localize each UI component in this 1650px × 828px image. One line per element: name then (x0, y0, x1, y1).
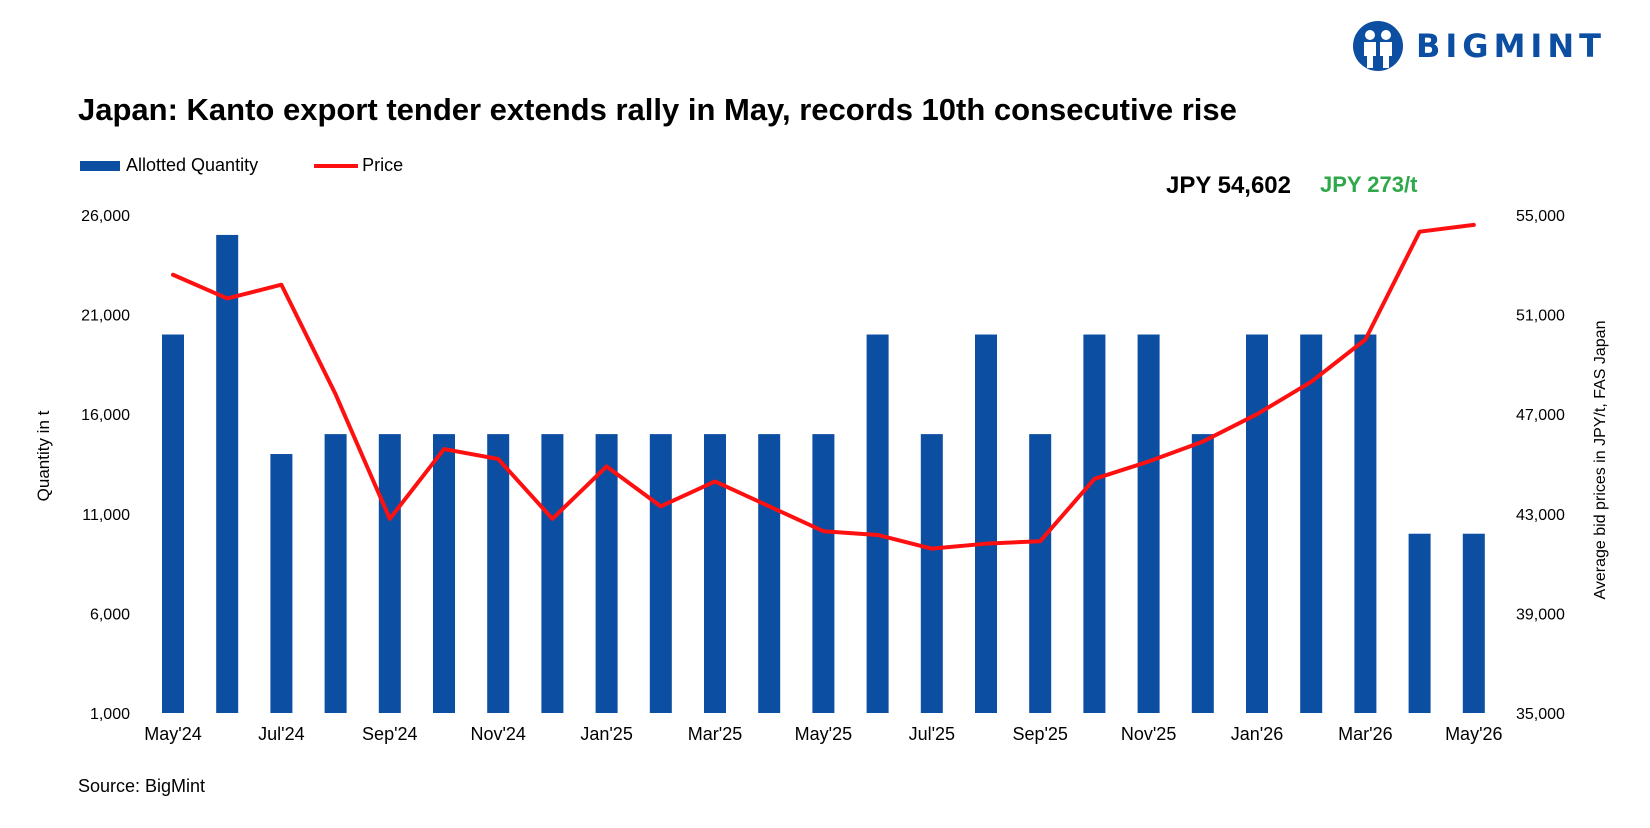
bar-Feb'25 (649, 434, 672, 713)
x-tick-label: Mar'25 (688, 724, 742, 744)
bar-Aug'24 (324, 434, 347, 713)
bar-May'26 (1462, 533, 1485, 713)
bar-Feb'26 (1300, 334, 1323, 713)
y-tick-label: 16,000 (81, 407, 130, 424)
y2-tick-label: 35,000 (1516, 706, 1565, 723)
y-tick-label: 26,000 (81, 208, 130, 225)
y-tick-label: 1,000 (90, 706, 130, 723)
bar-Aug'25 (975, 334, 997, 713)
y2-tick-label: 47,000 (1516, 407, 1565, 424)
legend-label-quantity: Allotted Quantity (126, 155, 259, 175)
bar-Oct'24 (433, 434, 455, 713)
bar-May'24 (162, 334, 184, 713)
y-tick-label: 11,000 (82, 507, 130, 524)
bar-Sep'25 (1029, 434, 1052, 713)
bar-Jan'25 (595, 434, 618, 713)
bar-series (162, 234, 1485, 714)
bar-Nov'25 (1137, 334, 1160, 713)
price-line (171, 222, 1476, 551)
bar-Dec'24 (541, 434, 564, 713)
bar-Oct'25 (1083, 334, 1106, 713)
right-axis-ticks: 55,000 51,000 47,000 43,000 39,000 35,000 (1516, 208, 1565, 723)
legend-swatch-line (314, 163, 359, 168)
y-tick-label: 21,000 (81, 308, 130, 325)
bar-Apr'26 (1408, 533, 1431, 713)
bar-Sep'24 (378, 434, 401, 713)
legend-item-quantity: Allotted Quantity (80, 155, 258, 176)
bar-Apr'25 (758, 434, 781, 713)
bar-Nov'24 (487, 434, 510, 713)
source-note: Source: BigMint (78, 776, 206, 796)
bigmint-logo-icon (1353, 21, 1403, 71)
bar-Jul'25 (920, 434, 943, 713)
price-change-annotation: JPY 273/t (1320, 172, 1418, 197)
brand-name: BIGMINT (1416, 27, 1606, 65)
chart-legend: Allotted Quantity Price (80, 155, 459, 176)
y2-tick-label: 39,000 (1516, 606, 1565, 623)
bar-May'25 (812, 434, 835, 713)
right-axis-label: Average bid prices in JPY/t, FAS Japan (1592, 321, 1609, 600)
left-axis-label: Quantity in t (34, 410, 53, 501)
x-tick-label: May'24 (144, 724, 201, 744)
brand-logo: BIGMINT (1352, 20, 1606, 72)
bar-Jun'25 (866, 334, 889, 713)
latest-price-annotation: JPY 54,602 (1166, 172, 1292, 199)
bar-Jan'26 (1246, 334, 1268, 713)
line-series (171, 222, 1476, 551)
bar-Jul'24 (270, 454, 293, 713)
bar-Dec'25 (1191, 434, 1214, 713)
x-tick-label: Mar'26 (1338, 724, 1392, 744)
x-tick-label: Nov'24 (470, 724, 525, 744)
x-tick-label: May'26 (1445, 724, 1502, 744)
bar-Jun'24 (216, 234, 239, 714)
x-tick-label: Nov'25 (1121, 724, 1176, 744)
x-tick-label: Jul'25 (909, 724, 955, 744)
bar-Mar'25 (704, 434, 726, 713)
x-tick-label: May'25 (795, 724, 852, 744)
left-axis-ticks: 26,000 21,000 16,000 11,000 6,000 1,000 (81, 208, 130, 723)
y2-tick-label: 55,000 (1516, 208, 1565, 225)
y2-tick-label: 51,000 (1516, 308, 1565, 325)
x-axis-ticks: May'24 Jul'24 Sep'24 Nov'24 Jan'25 Mar'25 May'… (144, 724, 1502, 744)
bar-Mar'26 (1354, 334, 1377, 713)
x-tick-label: Sep'25 (1012, 724, 1068, 744)
y2-tick-label: 43,000 (1516, 507, 1565, 524)
x-tick-label: Jan'26 (1231, 724, 1283, 744)
x-tick-label: Jul'24 (258, 724, 304, 744)
legend-item-price: Price (314, 155, 403, 176)
legend-swatch-bar (80, 160, 120, 171)
y-tick-label: 6,000 (90, 606, 130, 623)
x-tick-label: Jan'25 (580, 724, 632, 744)
chart-title: Japan: Kanto export tender extends rally… (78, 92, 1237, 127)
legend-label-price: Price (362, 155, 404, 175)
x-tick-label: Sep'24 (362, 724, 418, 744)
